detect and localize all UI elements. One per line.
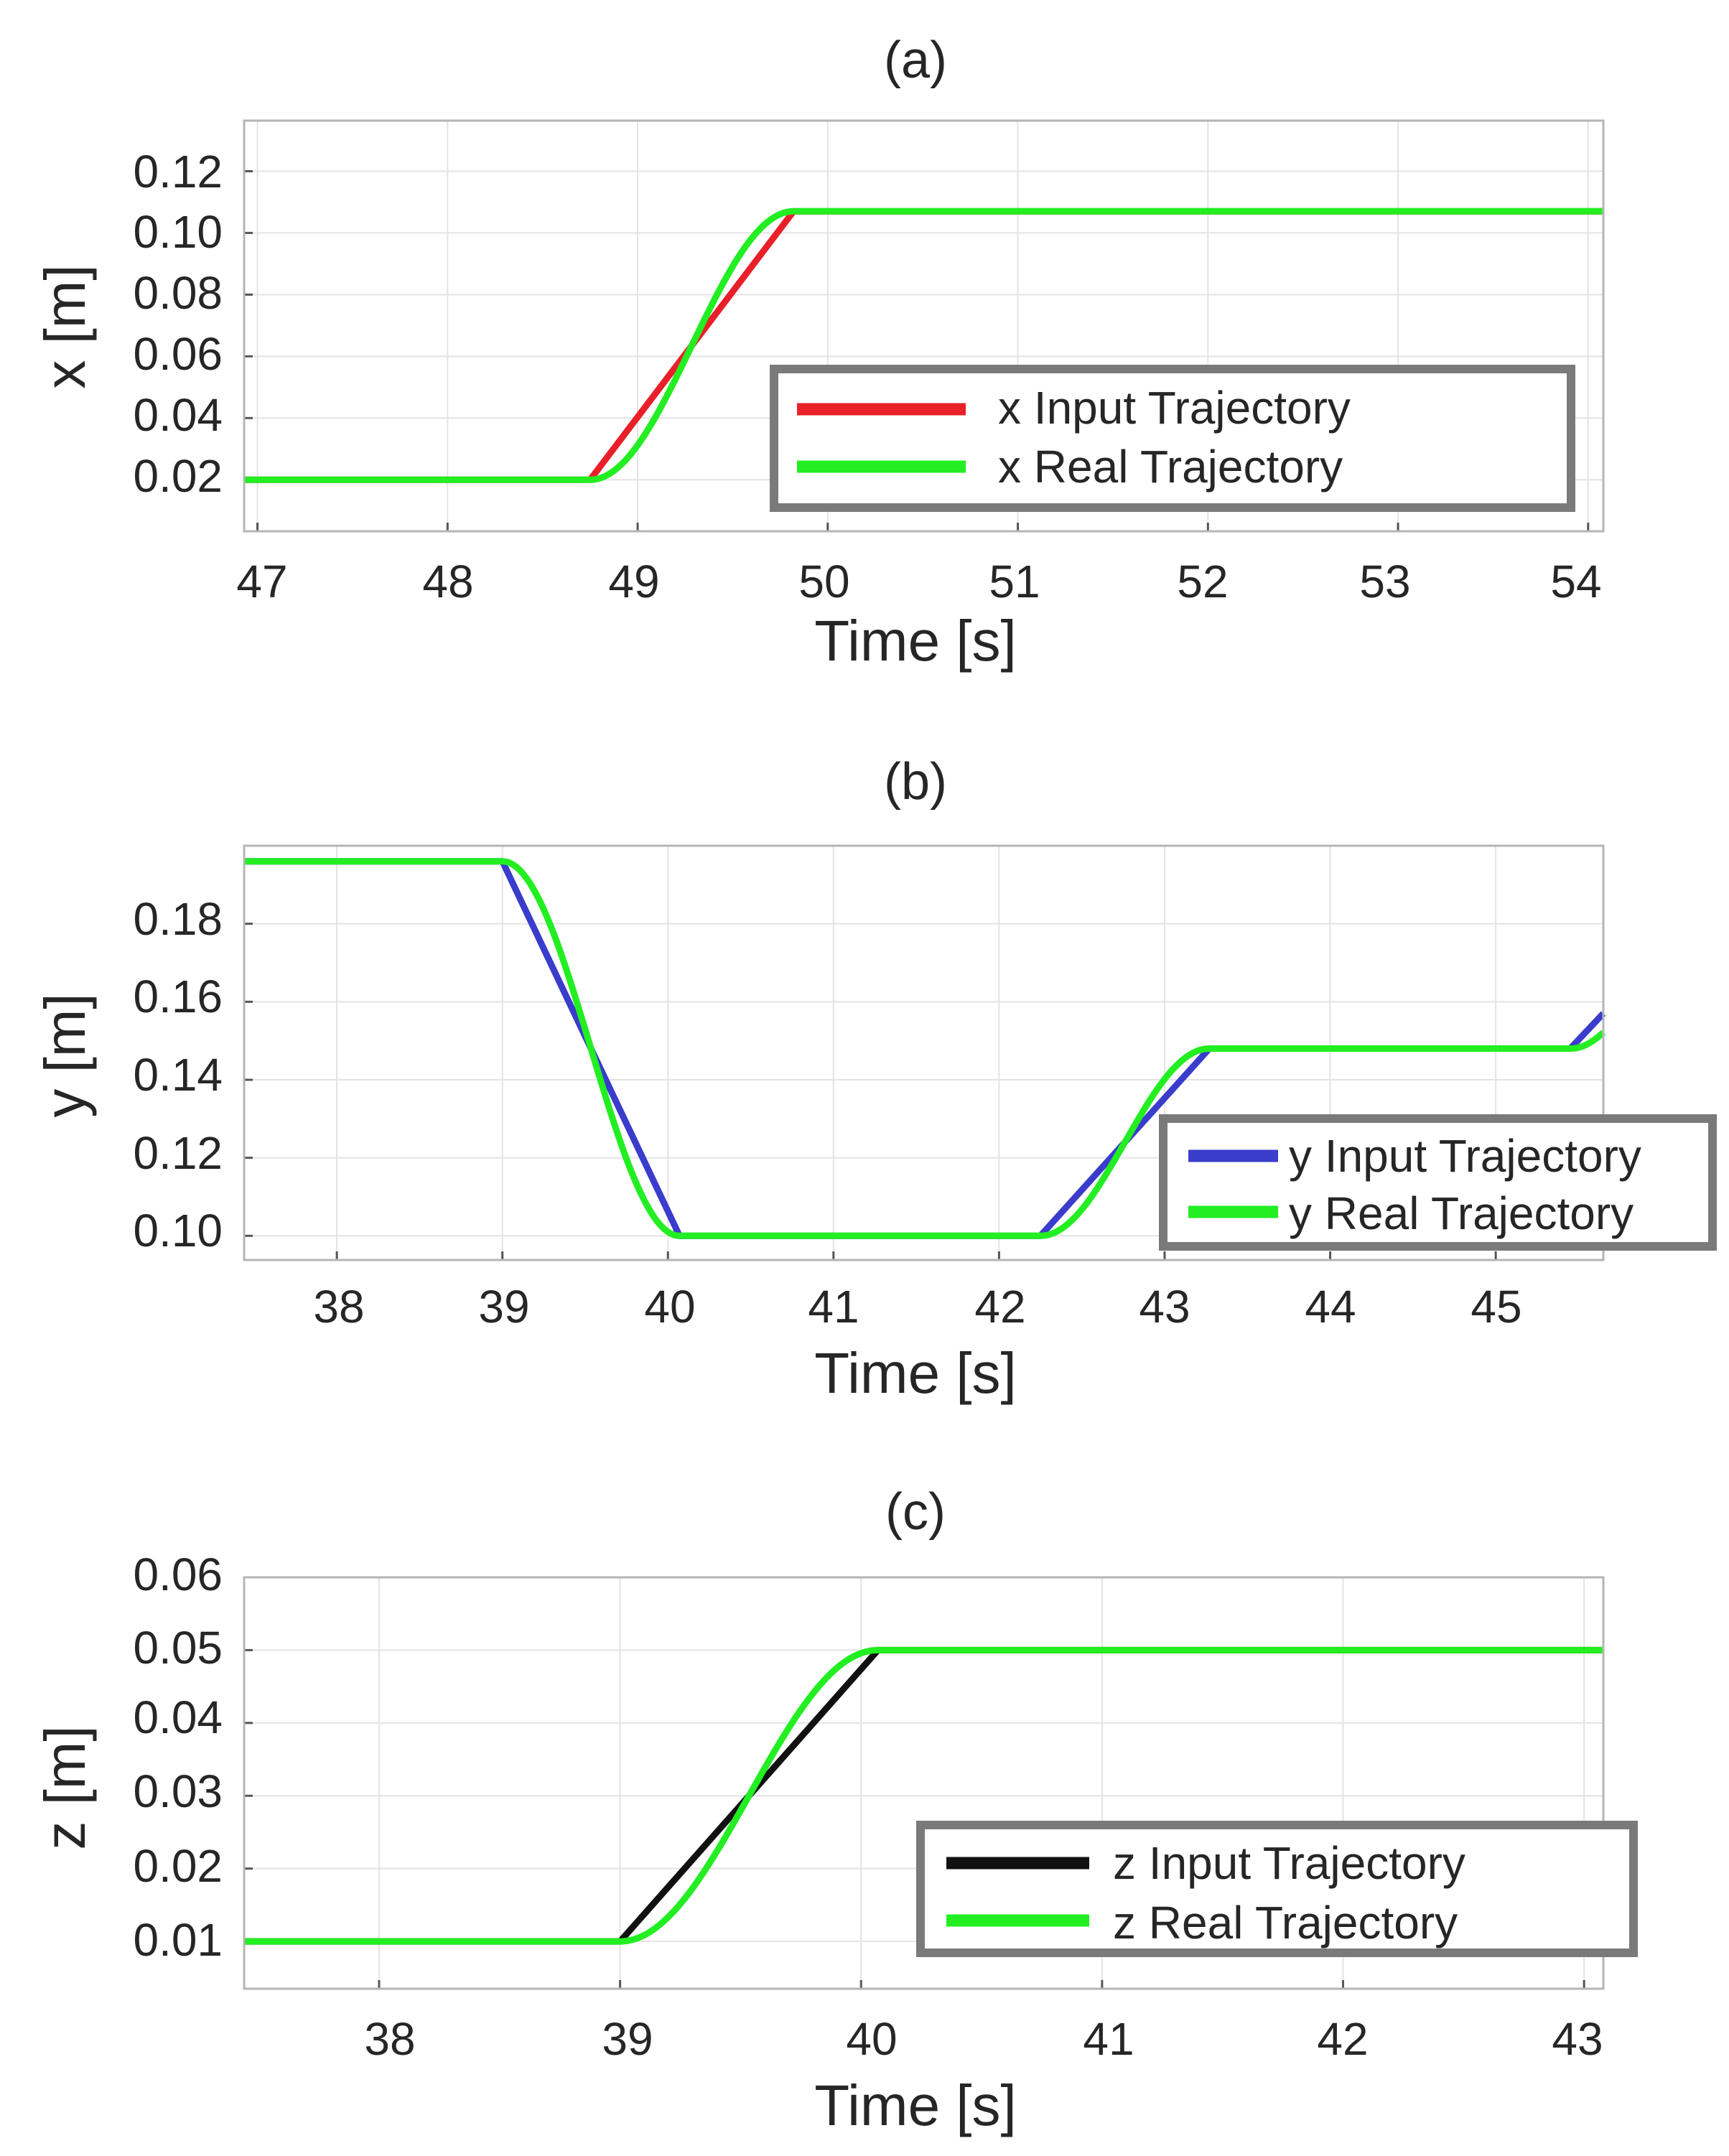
x-tick-label-c-5: 43 — [1552, 2013, 1603, 2065]
y-tick-label-b-4: 0.18 — [133, 893, 223, 945]
legend-label-real-b: y Real Trajectory — [1289, 1187, 1634, 1239]
y-tick-label-b-3: 0.16 — [133, 971, 223, 1022]
legend-a: x Input Trajectory x Real Trajectory — [770, 365, 1575, 512]
y-tick-label-a-5: 0.12 — [133, 146, 223, 197]
x-tick-label-a-7: 54 — [1550, 556, 1601, 607]
x-tick-label-c-4: 42 — [1317, 2013, 1368, 2065]
y-axis-label-b: y [m] — [33, 993, 97, 1117]
legend-box-c — [916, 1821, 1638, 1957]
x-tick-label-a-1: 48 — [422, 556, 473, 607]
x-tick-label-a-5: 52 — [1177, 556, 1228, 607]
y-tick-label-c-0: 0.01 — [133, 1914, 223, 1966]
y-tick-label-a-4: 0.10 — [133, 206, 223, 258]
x-axis-label-a: Time [s] — [814, 609, 1016, 673]
y-tick-label-a-2: 0.06 — [133, 328, 223, 380]
legend-box-b — [1159, 1114, 1717, 1251]
legend-c: z Input Trajectory z Real Trajectory — [916, 1821, 1638, 1957]
y-tick-label-c-2: 0.03 — [133, 1765, 223, 1817]
panel-a: (a) 0.02 0.04 0.06 0.08 0.10 0.12 47 48 … — [33, 32, 1605, 673]
y-tick-label-a-3: 0.08 — [133, 267, 223, 319]
x-axis-label-c: Time [s] — [814, 2073, 1016, 2137]
x-tick-label-a-6: 53 — [1359, 556, 1410, 607]
x-tick-label-a-3: 50 — [798, 556, 849, 607]
y-tick-label-a-0: 0.02 — [133, 450, 223, 502]
panel-c: (c) 0.01 0.02 0.03 0.04 0.05 0.06 38 39 … — [33, 1483, 1638, 2137]
y-tick-label-b-0: 0.10 — [133, 1205, 223, 1256]
real-trajectory-line-a — [243, 207, 1605, 483]
real-trajectory-line-c — [243, 1646, 1605, 1945]
plot-frame-b — [243, 844, 1605, 1261]
panel-b: (b) 0.10 0.12 0.14 0.16 0.18 38 39 40 41… — [33, 753, 1717, 1405]
x-tick-label-c-1: 39 — [602, 2013, 653, 2065]
y-tick-label-c-5: 0.06 — [133, 1549, 223, 1600]
panel-label-c: (c) — [885, 1483, 946, 1541]
x-tick-label-a-0: 47 — [236, 556, 287, 607]
legend-label-real-c: z Real Trajectory — [1113, 1897, 1458, 1949]
x-tick-label-b-3: 41 — [808, 1281, 859, 1333]
plot-frame-c — [243, 1576, 1605, 1990]
x-tick-label-c-0: 38 — [364, 2013, 415, 2065]
x-tick-label-b-5: 43 — [1139, 1281, 1190, 1333]
legend-b: y Input Trajectory y Real Trajectory — [1159, 1114, 1717, 1251]
legend-label-input-c: z Input Trajectory — [1113, 1837, 1465, 1889]
x-tick-label-c-3: 41 — [1083, 2013, 1134, 2065]
y-tick-label-b-1: 0.12 — [133, 1127, 223, 1179]
y-tick-label-c-3: 0.04 — [133, 1691, 223, 1743]
plot-frame-a — [243, 119, 1605, 533]
y-tick-label-c-4: 0.05 — [133, 1622, 223, 1674]
y-axis-label-c: z [m] — [33, 1725, 97, 1849]
real-trajectory-line-b — [243, 858, 1606, 1239]
legend-label-real-a: x Real Trajectory — [998, 441, 1343, 493]
x-axis-label-b: Time [s] — [814, 1341, 1016, 1405]
x-tick-label-a-2: 49 — [608, 556, 659, 607]
y-tick-label-b-2: 0.14 — [133, 1049, 223, 1101]
y-tick-label-a-1: 0.04 — [133, 389, 223, 441]
legend-label-input-a: x Input Trajectory — [998, 382, 1351, 434]
x-tick-label-b-2: 40 — [644, 1281, 695, 1333]
panel-label-b: (b) — [884, 753, 947, 811]
x-tick-label-b-0: 38 — [313, 1281, 364, 1333]
x-tick-label-c-2: 40 — [846, 2013, 897, 2065]
x-tick-label-b-4: 42 — [974, 1281, 1025, 1333]
legend-label-input-b: y Input Trajectory — [1289, 1130, 1641, 1182]
x-tick-label-b-1: 39 — [478, 1281, 529, 1333]
y-tick-label-c-1: 0.02 — [133, 1840, 223, 1892]
x-tick-label-b-6: 44 — [1305, 1281, 1356, 1333]
panel-label-a: (a) — [884, 32, 947, 89]
legend-box-a — [770, 365, 1575, 512]
x-tick-label-a-4: 51 — [989, 556, 1040, 607]
y-axis-label-a: x [m] — [33, 264, 97, 388]
x-tick-label-b-7: 45 — [1471, 1281, 1521, 1333]
